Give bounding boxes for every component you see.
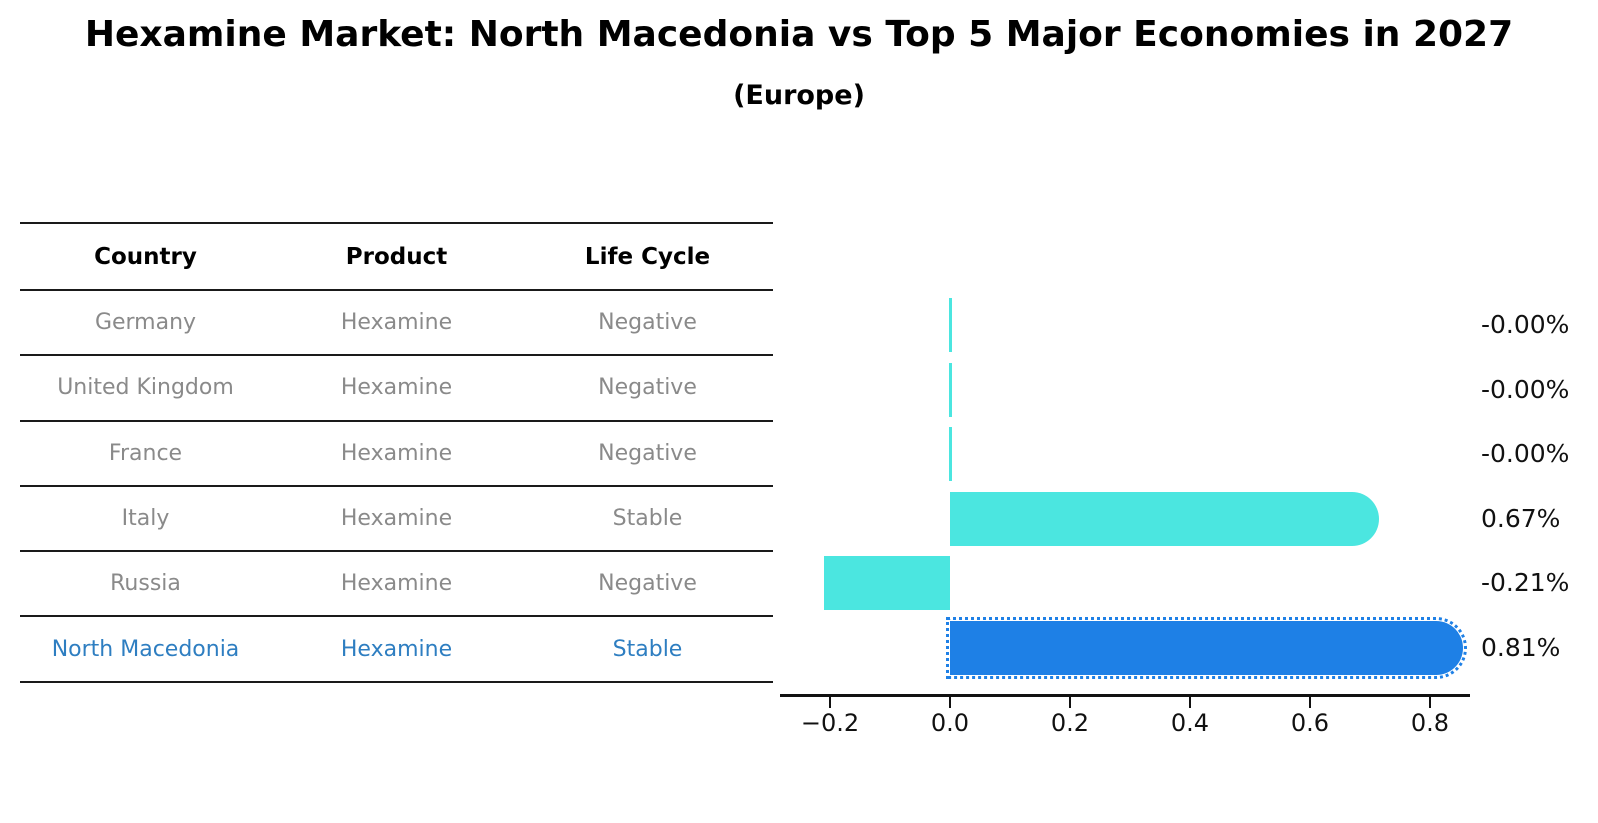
table-cell-country: France — [108, 440, 183, 466]
table-cell-product: Hexamine — [340, 310, 453, 336]
table-cell-country: North Macedonia — [51, 636, 240, 662]
country-table: Country Product Life Cycle Germany Hexami… — [20, 222, 773, 683]
table-row-north-macedonia: North Macedonia Hexamine Stable — [20, 615, 773, 680]
column-header-country: Country — [94, 243, 197, 270]
table-cell-product: Hexamine — [340, 440, 453, 466]
bar-russia — [824, 556, 950, 610]
table-cell-country: Italy — [121, 506, 170, 532]
table-row-germany: Germany Hexamine Negative — [20, 289, 773, 354]
table-cell-life-cycle: Negative — [598, 440, 697, 466]
bar-value-label: 0.67% — [1481, 504, 1561, 533]
chart-title: Hexamine Market: North Macedonia vs Top … — [84, 14, 1514, 55]
x-tick-mark — [949, 697, 951, 708]
table-row-united-kingdom: United Kingdom Hexamine Negative — [20, 354, 773, 419]
table-cell-product: Hexamine — [340, 571, 453, 597]
x-tick-mark — [829, 697, 831, 708]
table-cell-life-cycle: Stable — [612, 506, 683, 532]
bar-value-label: -0.00% — [1481, 375, 1570, 404]
x-tick-mark — [1189, 697, 1191, 708]
x-tick-label: 0.0 — [930, 709, 970, 737]
table-row-russia: Russia Hexamine Negative — [20, 550, 773, 615]
bar-value-label: -0.00% — [1481, 310, 1570, 339]
bar-value-label: -0.21% — [1481, 568, 1570, 597]
table-cell-product: Hexamine — [340, 375, 453, 401]
bar-value-label: -0.00% — [1481, 439, 1570, 468]
bar-value-label: 0.81% — [1481, 633, 1561, 662]
chart-subtitle: (Europe) — [733, 80, 865, 111]
table-row-italy: Italy Hexamine Stable — [20, 484, 773, 550]
table-body: Germany Hexamine Negative United Kingdom Hex… — [20, 289, 773, 681]
table-row-france: France Hexamine Negative — [20, 419, 773, 485]
x-tick-label: 0.2 — [1050, 709, 1090, 737]
table-cell-life-cycle: Stable — [612, 636, 683, 662]
x-tick-label: 0.8 — [1410, 709, 1450, 737]
table-cell-life-cycle: Negative — [598, 310, 697, 336]
x-tick-mark — [1309, 697, 1311, 708]
table-cell-product: Hexamine — [340, 636, 453, 662]
bar-north-macedonia — [946, 617, 1467, 679]
x-tick-label: 0.6 — [1290, 709, 1330, 737]
table-cell-product: Hexamine — [340, 506, 453, 532]
table-cell-life-cycle: Negative — [598, 571, 697, 597]
bar-italy — [950, 492, 1379, 546]
bar-france — [948, 427, 952, 481]
table-cell-country: United Kingdom — [57, 375, 234, 401]
bar-germany — [948, 298, 952, 352]
x-axis-line — [780, 694, 1470, 697]
column-header-life-cycle: Life Cycle — [584, 243, 711, 270]
x-tick-mark — [1069, 697, 1071, 708]
table-cell-life-cycle: Negative — [598, 375, 697, 401]
column-header-product: Product — [345, 243, 448, 270]
bar-united-kingdom — [948, 363, 952, 417]
x-tick-mark — [1429, 697, 1431, 708]
table-cell-country: Russia — [110, 571, 181, 597]
table-cell-country: Germany — [94, 310, 197, 336]
table-header-row: Country Product Life Cycle — [20, 222, 773, 289]
x-tick-label: −0.2 — [800, 709, 860, 737]
x-tick-label: 0.4 — [1170, 709, 1210, 737]
